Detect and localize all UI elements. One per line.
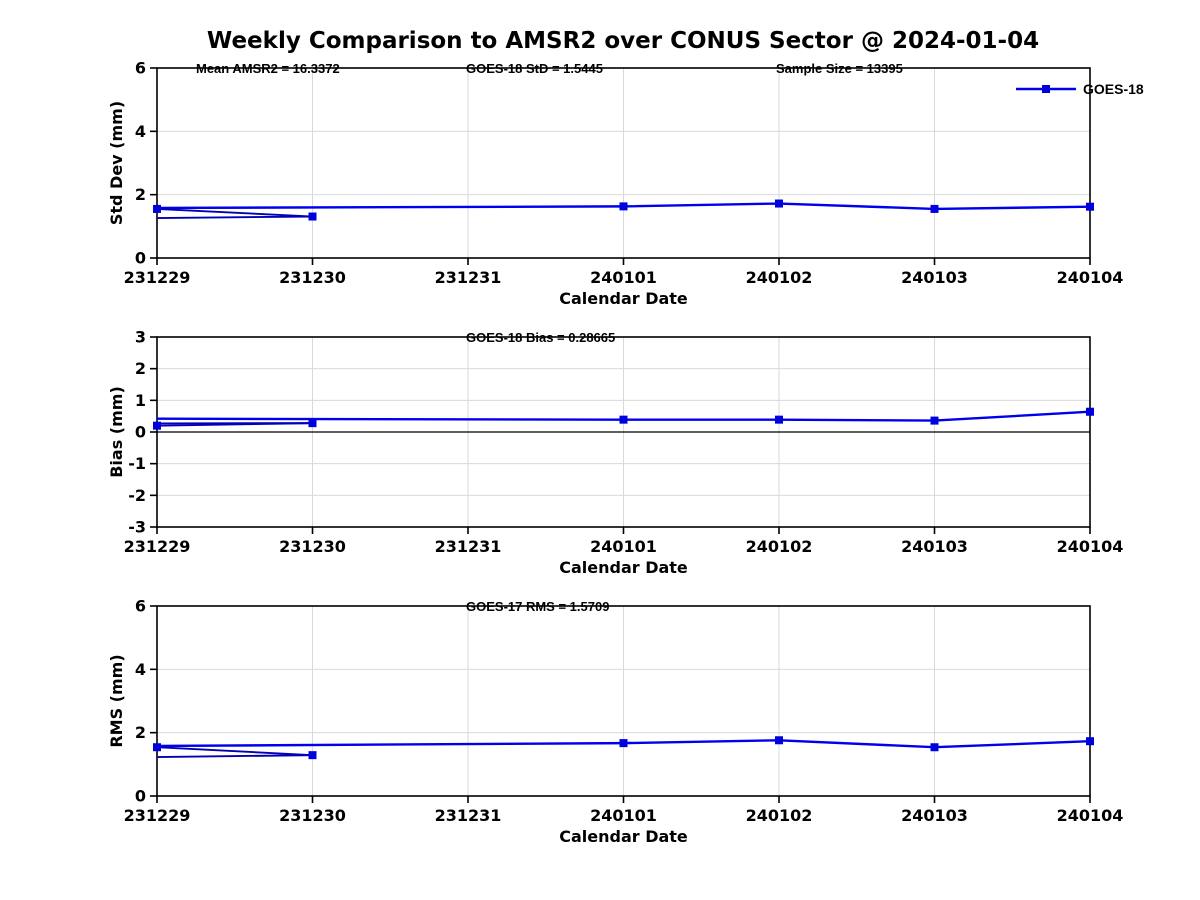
data-marker <box>1086 407 1094 416</box>
y-tick-label: 0 <box>135 423 146 442</box>
x-tick-label: 240102 <box>746 268 813 287</box>
data-marker <box>930 416 939 425</box>
y-tick-label: 0 <box>135 249 146 268</box>
x-tick-label: 231230 <box>279 268 346 287</box>
x-tick-label: 240101 <box>590 537 657 556</box>
y-tick-label: 4 <box>135 122 146 141</box>
y-tick-label: 6 <box>135 59 146 78</box>
x-tick-label: 240103 <box>901 806 968 825</box>
series-line-GOES-18-early-b <box>156 754 313 758</box>
data-marker <box>619 415 628 424</box>
x-tick-label: 231231 <box>435 537 502 556</box>
data-marker <box>930 743 939 752</box>
legend-label: GOES-18 <box>1083 81 1144 97</box>
x-axis-label: Calendar Date <box>559 289 688 308</box>
x-tick-label: 240104 <box>1057 537 1124 556</box>
x-tick-label: 240101 <box>590 268 657 287</box>
data-marker <box>775 415 783 424</box>
stat-annotation: Sample Size = 13395 <box>776 61 903 76</box>
y-axis-label: RMS (mm) <box>107 654 126 747</box>
series-line-GOES-18-early-a <box>156 746 313 757</box>
stat-annotation: Mean AMSR2 = 16.3372 <box>196 61 340 76</box>
data-marker <box>308 419 317 428</box>
data-marker <box>1086 737 1094 746</box>
y-tick-label: 6 <box>135 597 146 616</box>
x-tick-label: 240104 <box>1057 268 1124 287</box>
y-tick-label: 2 <box>135 359 146 378</box>
data-marker <box>775 199 783 208</box>
x-tick-label: 231231 <box>435 806 502 825</box>
x-tick-label: 231230 <box>279 806 346 825</box>
x-axis-label: Calendar Date <box>559 558 688 577</box>
data-marker <box>308 212 317 221</box>
data-marker <box>1086 202 1094 211</box>
y-tick-label: -3 <box>128 518 146 537</box>
y-tick-label: 4 <box>135 660 146 679</box>
data-marker <box>930 204 939 213</box>
y-tick-label: -2 <box>128 486 146 505</box>
x-tick-label: 240104 <box>1057 806 1124 825</box>
data-marker <box>153 743 161 752</box>
y-tick-label: 1 <box>135 391 146 410</box>
data-marker <box>775 736 783 745</box>
chart-title: Weekly Comparison to AMSR2 over CONUS Se… <box>206 28 1040 54</box>
x-axis-label: Calendar Date <box>559 827 688 846</box>
series-line-GOES-18-early-a <box>156 207 313 218</box>
y-tick-label: 2 <box>135 723 146 742</box>
y-axis-label: Bias (mm) <box>107 386 126 478</box>
x-tick-label: 240102 <box>746 537 813 556</box>
x-tick-label: 231229 <box>124 806 191 825</box>
x-tick-label: 231231 <box>435 268 502 287</box>
x-tick-label: 231229 <box>124 268 191 287</box>
x-tick-label: 240101 <box>590 806 657 825</box>
legend-marker <box>1042 85 1050 93</box>
stat-annotation: GOES-17 RMS = 1.5709 <box>466 599 609 614</box>
data-marker <box>153 204 161 213</box>
data-marker <box>308 751 317 760</box>
x-tick-label: 231230 <box>279 537 346 556</box>
stat-annotation: GOES-18 Bias = 0.28665 <box>466 330 615 345</box>
x-tick-label: 240102 <box>746 806 813 825</box>
x-tick-label: 231229 <box>124 537 191 556</box>
data-marker <box>153 421 161 430</box>
data-marker <box>619 739 628 748</box>
series-line-GOES-18-early-b <box>156 215 313 220</box>
y-tick-label: -1 <box>128 454 146 473</box>
y-tick-label: 3 <box>135 328 146 347</box>
y-axis-label: Std Dev (mm) <box>107 101 126 225</box>
data-marker <box>619 202 628 211</box>
x-tick-label: 240103 <box>901 268 968 287</box>
y-tick-label: 0 <box>135 787 146 806</box>
stat-annotation: GOES-18 StD = 1.5445 <box>466 61 603 76</box>
x-tick-label: 240103 <box>901 537 968 556</box>
y-tick-label: 2 <box>135 185 146 204</box>
